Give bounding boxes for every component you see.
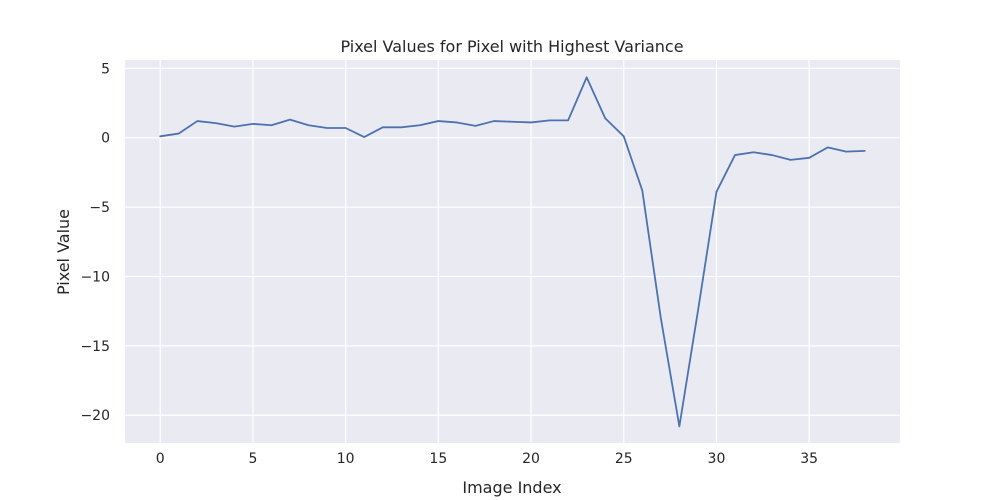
- x-tick-label: 30: [708, 451, 726, 467]
- series-lines: [159, 76, 866, 428]
- x-tick-label: 5: [248, 451, 257, 467]
- chart-title: Pixel Values for Pixel with Highest Vari…: [340, 37, 683, 56]
- x-tick-label: 25: [615, 451, 633, 467]
- series-line: [159, 76, 866, 428]
- y-tick-label: −15: [80, 339, 110, 355]
- grid-lines: [125, 60, 900, 443]
- x-tick-label: 0: [156, 451, 165, 467]
- plot-background: [125, 60, 900, 443]
- x-tick-label: 10: [337, 451, 355, 467]
- y-tick-label: −10: [80, 269, 110, 285]
- y-tick-label: 5: [101, 61, 110, 77]
- y-tick-label: −20: [80, 408, 110, 424]
- y-axis-ticks: 5 0 −5 −10 −15 −20: [80, 61, 110, 424]
- x-axis-ticks: 0 5 10 15 20 25 30 35: [156, 451, 818, 467]
- y-axis-label: Pixel Value: [54, 209, 73, 295]
- x-tick-label: 35: [800, 451, 818, 467]
- x-tick-label: 15: [429, 451, 447, 467]
- x-tick-label: 20: [522, 451, 540, 467]
- y-tick-label: 0: [101, 131, 110, 147]
- x-axis-label: Image Index: [462, 478, 561, 497]
- y-tick-label: −5: [89, 200, 110, 216]
